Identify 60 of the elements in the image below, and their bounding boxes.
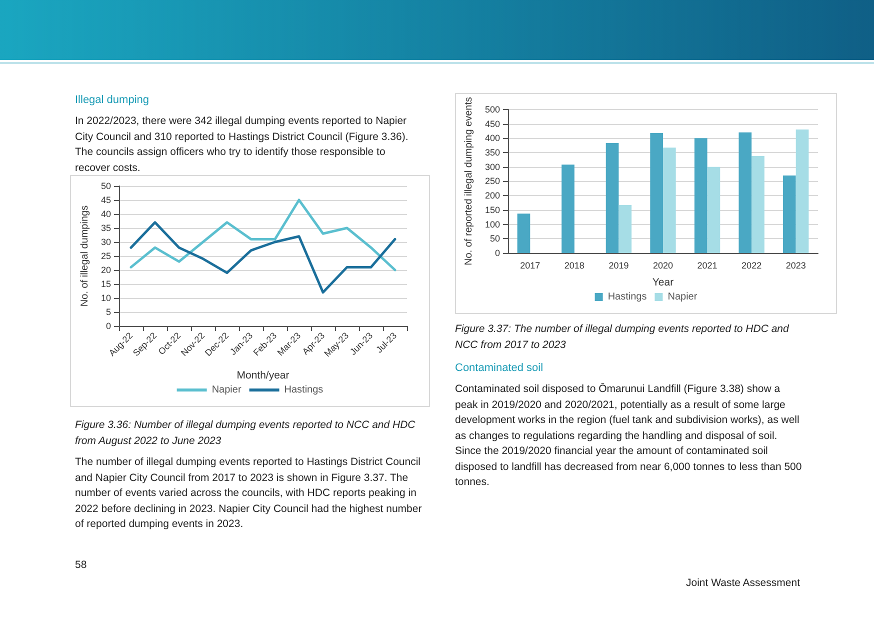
line-series xyxy=(130,198,396,272)
caption: Figure 3.37: The number of illegal dumping events reported to HDC and NCC from 2017 to 2023 xyxy=(455,322,790,352)
bar xyxy=(783,175,796,253)
text: 58 xyxy=(75,558,88,573)
bar xyxy=(707,166,720,253)
bar xyxy=(562,164,574,253)
y-tick-label: 15 xyxy=(100,279,111,289)
bar xyxy=(752,156,764,253)
line-series xyxy=(130,221,396,294)
text: Contaminated soil disposed to Ōmarunui Landfill (Figure 3.38) show a peak in 2019/2020 and 2020/2021, potentially as a result of some large development works in the region (fuel tank and subdivision works), as well as changes to regulations regarding the handling and disposal of soil. Since the 2019/2020 financial year the amount of contaminated soil disposed to landfill has decreased from near 6,000 tonnes to less than 500 tonnes. xyxy=(455,382,803,490)
x-tick-label: 2023 xyxy=(786,260,806,270)
text: In 2022/2023, there were 342 illegal dumping events reported to Napier City Council and 310 reported to Hastings District Council (Figure 3.36). The councils assign officers who try to identify those responsible to recover costs. xyxy=(75,114,410,176)
x-tick-label: 2017 xyxy=(520,260,540,270)
text: Joint Waste Assessment xyxy=(685,576,800,591)
legend-label: Napier xyxy=(668,292,698,302)
x-axis-title: Month/year xyxy=(236,370,290,382)
y-tick-label: 500 xyxy=(484,104,500,114)
y-tick-label: 50 xyxy=(100,181,111,191)
y-tick-label: 450 xyxy=(484,118,500,129)
y-tick-label: 20 xyxy=(100,265,111,275)
y-tick-label: 35 xyxy=(100,223,111,233)
bar xyxy=(606,143,619,253)
y-tick-label: 30 xyxy=(100,237,111,247)
text: Contaminated soil xyxy=(455,361,544,376)
x-tick-label: 2021 xyxy=(697,260,718,270)
bar xyxy=(796,130,809,253)
x-tick-label: 2022 xyxy=(742,260,762,270)
bar xyxy=(738,132,752,253)
y-tick-label: 200 xyxy=(484,190,500,201)
bar xyxy=(694,138,708,253)
y-tick-label: 10 xyxy=(100,293,111,303)
y-tick-label: 0 xyxy=(106,321,111,331)
y-tick-label: 300 xyxy=(484,162,500,172)
bar xyxy=(618,205,632,253)
y-tick-label: 40 xyxy=(100,209,111,219)
y-tick-label: 250 xyxy=(484,176,500,186)
y-tick-label: 100 xyxy=(484,219,500,230)
y-axis-title: No. of illegal dumpings xyxy=(80,205,91,307)
caption: Figure 3.36: Number of illegal dumping events reported to NCC and HDC from August 2022 to June 2023 xyxy=(75,418,416,448)
legend-label: Hastings xyxy=(284,384,324,396)
y-tick-label: 400 xyxy=(484,133,500,144)
text: Illegal dumping xyxy=(75,93,150,108)
y-tick-label: 25 xyxy=(100,251,111,261)
bar xyxy=(663,148,676,253)
y-tick-label: 5 xyxy=(106,307,111,317)
x-tick-label: 2020 xyxy=(652,260,674,270)
legend-label: Hastings xyxy=(608,292,647,302)
y-tick-label: 350 xyxy=(484,148,500,158)
x-axis-title: Year xyxy=(652,276,674,288)
text: The number of illegal dumping events reported to Hastings District Council and Napier City Council from 2017 to 2023 is shown in Figure 3.37. The number of events varied across the councils, with HDC reports peaking in 2022 before declining in 2023. Napier City Council had the highest number of reported dumping events in 2023. xyxy=(75,455,423,532)
y-tick-label: 50 xyxy=(490,234,500,244)
y-tick-label: 150 xyxy=(484,204,500,215)
bar xyxy=(517,214,530,253)
y-tick-label: 45 xyxy=(100,195,111,205)
x-tick-label: 2018 xyxy=(564,260,584,270)
y-axis-title: No. of reported illegal dumping events xyxy=(464,97,475,266)
legend-label: Napier xyxy=(212,384,242,396)
y-tick-label: 0 xyxy=(494,248,500,258)
bar xyxy=(650,132,663,253)
x-tick-label: 2019 xyxy=(608,260,629,270)
